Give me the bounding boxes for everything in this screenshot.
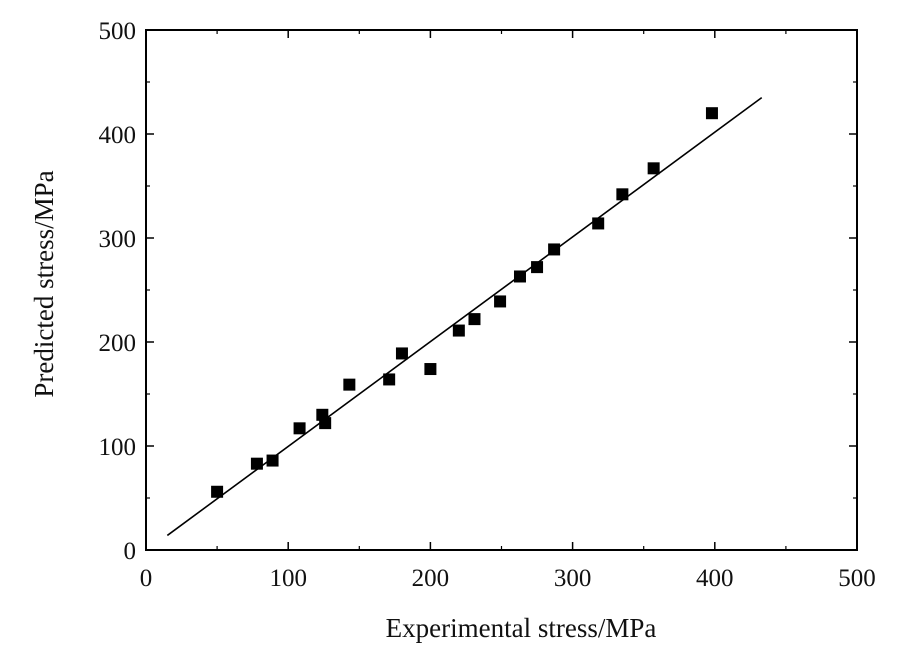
- y-tick-label: 200: [99, 330, 137, 357]
- x-tick-label: 500: [838, 565, 876, 592]
- data-point: [424, 363, 437, 376]
- data-point: [293, 422, 306, 435]
- x-tick-label: 0: [140, 565, 153, 592]
- data-point: [383, 373, 396, 386]
- x-tick-label: 200: [412, 565, 450, 592]
- data-point: [266, 454, 279, 467]
- x-tick-label: 100: [269, 565, 307, 592]
- data-point: [592, 217, 605, 230]
- y-axis-ticks: 0 100 200 300 400 500: [99, 18, 857, 565]
- x-axis-title: Experimental stress/MPa: [386, 613, 657, 643]
- data-marks: [166, 96, 763, 537]
- data-point: [513, 270, 526, 283]
- y-tick-label: 400: [99, 122, 137, 149]
- x-tick-label: 300: [554, 565, 592, 592]
- data-point: [494, 295, 507, 308]
- y-axis-title: Predicted stress/MPa: [29, 170, 59, 397]
- x-axis-ticks: 0 100 200 300 400 500: [140, 30, 876, 592]
- y-tick-label: 500: [99, 18, 137, 45]
- y-tick-label: 100: [99, 434, 137, 461]
- x-tick-label: 400: [696, 565, 734, 592]
- data-point: [452, 324, 465, 337]
- data-point: [343, 378, 356, 391]
- data-point: [468, 313, 481, 326]
- data-point: [250, 457, 263, 470]
- y-tick-label: 0: [124, 538, 137, 565]
- data-point: [705, 107, 718, 120]
- data-point: [395, 347, 408, 360]
- data-point: [616, 188, 629, 201]
- y-tick-label: 300: [99, 226, 137, 253]
- data-point: [548, 243, 561, 256]
- data-point: [319, 417, 332, 430]
- data-point: [647, 162, 660, 175]
- data-point: [211, 485, 224, 498]
- fit-line: [166, 96, 763, 537]
- data-point: [531, 261, 544, 274]
